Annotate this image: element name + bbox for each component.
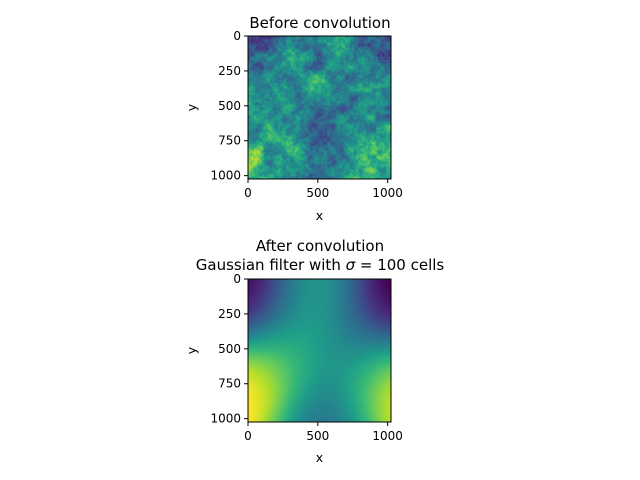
x-axis-label-after: x: [316, 450, 323, 465]
panel-before-convolution: Before convolution 0 500 10000250500750100…: [184, 14, 403, 223]
chart-title-after: After convolution: [256, 237, 384, 255]
axes-frame-before: [247, 35, 392, 180]
y-axis-label-after: y: [184, 346, 199, 354]
y-tick-label: 1000: [210, 412, 241, 426]
y-tick-label: 250: [218, 64, 241, 78]
subtitle-pre: Gaussian filter with: [196, 256, 346, 274]
y-tick-label: 1000: [210, 169, 241, 183]
x-tick-label: 500: [306, 429, 329, 443]
y-tick-label: 750: [218, 134, 241, 148]
x-tick-label: 500: [306, 186, 329, 200]
x-axis-label-before: x: [316, 208, 323, 223]
subtitle-post: = 100 cells: [355, 256, 444, 274]
y-tick-label: 250: [218, 307, 241, 321]
panel-after-convolution: After convolution Gaussian filter with σ…: [184, 237, 444, 465]
y-tick-label: 0: [233, 29, 241, 43]
chart-title-before: Before convolution: [249, 14, 390, 32]
y-tick-label: 750: [218, 377, 241, 391]
y-axis-label-before: y: [184, 103, 199, 111]
y-tick-label: 0: [233, 272, 241, 286]
chart-subtitle-after: Gaussian filter with σ = 100 cells: [196, 256, 445, 274]
subtitle-sigma: σ: [346, 256, 356, 274]
y-tick-label: 500: [218, 99, 241, 113]
heatmap-image-before: [248, 36, 391, 179]
heatmap-image-after: [248, 279, 391, 422]
x-tick-label: 0: [244, 186, 252, 200]
x-tick-label: 0: [244, 429, 252, 443]
x-tick-label: 1000: [372, 429, 403, 443]
axes-frame-after: [247, 278, 392, 423]
y-tick-label: 500: [218, 342, 241, 356]
x-tick-label: 1000: [372, 186, 403, 200]
